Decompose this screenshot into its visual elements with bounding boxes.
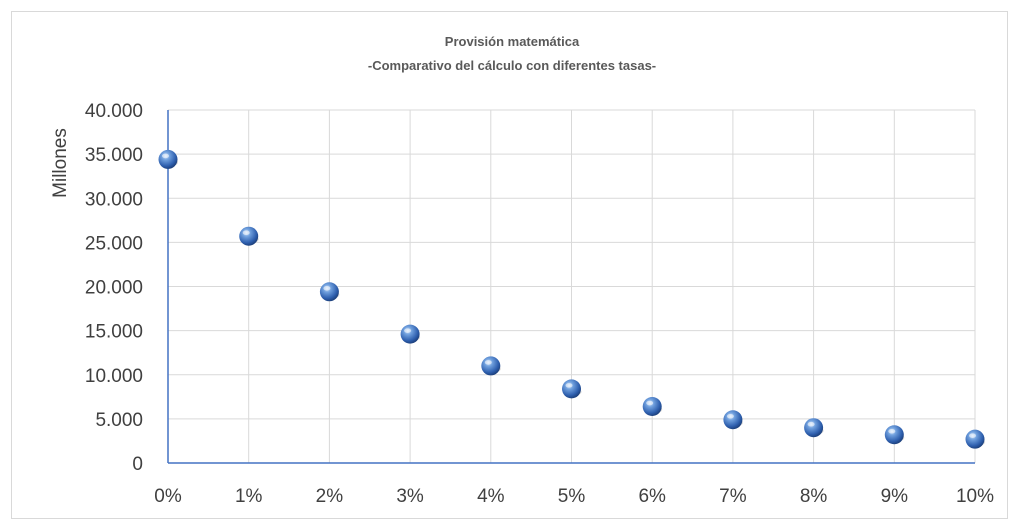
- data-point: [642, 397, 663, 417]
- data-point: [400, 324, 421, 344]
- x-tick-label: 8%: [800, 486, 828, 507]
- x-tick-label: 0%: [154, 486, 182, 507]
- y-tick-label: 35.000: [85, 145, 143, 166]
- chart-subtitle: -Comparativo del cálculo con diferentes …: [368, 58, 656, 73]
- x-tick-label: 1%: [235, 486, 263, 507]
- y-tick-label: 30.000: [85, 189, 143, 210]
- data-point: [319, 282, 340, 302]
- data-point: [562, 379, 582, 399]
- x-tick-label: 10%: [956, 486, 994, 507]
- x-tick-label: 3%: [396, 486, 424, 507]
- y-tick-label: 5.000: [95, 410, 143, 431]
- x-tick-label: 6%: [638, 486, 666, 507]
- chart-frame: [11, 11, 1008, 519]
- y-tick-label: 25.000: [85, 233, 143, 254]
- data-point: [481, 356, 501, 376]
- y-axis-title: Millones: [50, 128, 71, 198]
- y-tick-label: 10.000: [85, 366, 143, 387]
- y-tick-label: 15.000: [85, 322, 143, 343]
- tick-labels: 0 5.000 10.000 15.000 20.000 25.000 30.000 35.0…: [85, 101, 994, 507]
- x-tick-label: 5%: [558, 486, 586, 507]
- chart-title: Provisión matemática: [445, 34, 580, 49]
- x-tick-label: 4%: [477, 486, 505, 507]
- data-points: [158, 149, 985, 449]
- data-point: [965, 429, 985, 449]
- data-point: [158, 149, 178, 169]
- data-point: [884, 425, 905, 445]
- x-tick-label: 7%: [719, 486, 747, 507]
- y-tick-label: 20.000: [85, 278, 143, 299]
- x-tick-label: 9%: [881, 486, 909, 507]
- x-tick-label: 2%: [316, 486, 344, 507]
- y-tick-label: 0: [132, 454, 143, 475]
- y-tick-label: 40.000: [85, 101, 143, 122]
- data-point: [723, 410, 743, 430]
- gridlines: [168, 109, 976, 463]
- data-point: [239, 226, 259, 246]
- data-point: [804, 418, 824, 438]
